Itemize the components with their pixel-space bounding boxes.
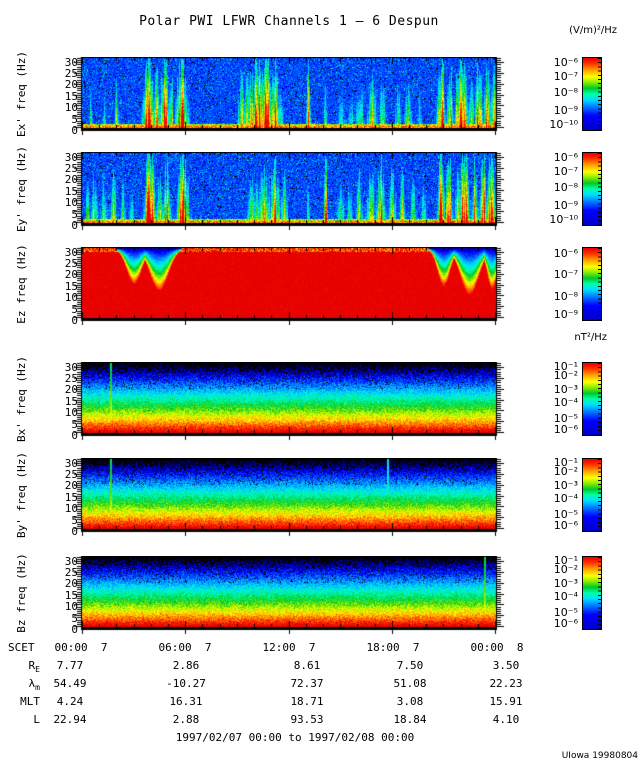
colorbar-label: 10⁻⁹ xyxy=(553,103,578,117)
colorbar-label: 10⁻² xyxy=(553,465,578,479)
colorbar-label: 10⁻¹⁰ xyxy=(549,117,578,131)
ephemeris-value: 8.61 xyxy=(293,659,321,672)
ephemeris-value: 7.50 xyxy=(396,659,424,672)
colorbar-label: 10⁻¹ xyxy=(553,554,578,568)
colorbar-label: 10⁻¹ xyxy=(553,360,578,374)
colorbar-label: 10⁻⁷ xyxy=(553,165,578,179)
scet-axis-label: SCET xyxy=(8,641,35,654)
ephemeris-value: 22.23 xyxy=(489,677,523,690)
ephemeris-row-label: λm xyxy=(28,677,40,693)
colorbar-label: 10⁻⁶ xyxy=(553,518,578,532)
spectrogram-canvas-bz xyxy=(71,556,507,636)
colorbar-ex xyxy=(582,57,602,131)
xaxis-tick-label: 12:00 7 xyxy=(262,641,316,654)
ephemeris-value: 3.50 xyxy=(492,659,520,672)
ephemeris-value: 72.37 xyxy=(290,677,324,690)
ephemeris-row-label-sub: m xyxy=(35,683,40,693)
colorbar-ez xyxy=(582,247,602,321)
spectrogram-canvas-by xyxy=(71,458,507,538)
colorbar-label: 10⁻⁶ xyxy=(553,246,578,260)
xaxis-tick-label: 00:00 7 xyxy=(54,641,108,654)
colorbar-label: 10⁻³ xyxy=(553,382,578,396)
colorbar-label: 10⁻⁹ xyxy=(553,307,578,321)
colorbar-label: 10⁻² xyxy=(553,563,578,577)
spectrogram-canvas-ey xyxy=(71,152,507,232)
colorbar-ticks xyxy=(598,363,601,435)
colorbar-label: 10⁻³ xyxy=(553,478,578,492)
colorbar-label: 10⁻⁶ xyxy=(553,56,578,70)
colorbar-label: 10⁻⁴ xyxy=(553,590,578,603)
xaxis-tick-label: 00:00 8 xyxy=(470,641,524,654)
colorbar-label: 10⁻⁶ xyxy=(553,616,578,630)
ephemeris-value: 93.53 xyxy=(290,713,324,726)
colorbar-ticks xyxy=(598,557,601,629)
ephemeris-value: 7.77 xyxy=(56,659,84,672)
colorbar-ticks xyxy=(598,459,601,531)
colorbar-label: 10⁻⁸ xyxy=(553,180,578,194)
ephemeris-value: -10.27 xyxy=(166,677,206,690)
colorbar-bz xyxy=(582,556,602,630)
ephemeris-value: 2.88 xyxy=(172,713,200,726)
xaxis-tick-label: 18:00 7 xyxy=(366,641,420,654)
colorbar-label: 10⁻¹⁰ xyxy=(549,212,578,226)
colorbar-label: 10⁻⁵ xyxy=(553,508,578,522)
ephemeris-row-label: RE xyxy=(28,659,40,675)
colorbar-label: 10⁻⁴ xyxy=(553,396,578,409)
colorbar-label: 10⁻⁶ xyxy=(553,151,578,165)
colorbar-label: 10⁻⁵ xyxy=(553,412,578,426)
colorbar-label: 10⁻⁷ xyxy=(553,70,578,84)
colorbar-label: 10⁻⁸ xyxy=(553,289,578,303)
colorbar-ticks xyxy=(598,58,601,130)
colorbar-label: 10⁻³ xyxy=(553,576,578,590)
ephemeris-value: 18.71 xyxy=(290,695,324,708)
colorbar-ticks xyxy=(598,153,601,225)
page-title: Polar PWI LFWR Channels 1 — 6 Despun xyxy=(139,14,439,29)
ephemeris-value: 15.91 xyxy=(489,695,523,708)
colorbar-by xyxy=(582,458,602,532)
xaxis-tick-label: 06:00 7 xyxy=(158,641,212,654)
time-range-label: 1997/02/07 00:00 to 1997/02/08 00:00 xyxy=(175,731,415,744)
ephemeris-value: 3.08 xyxy=(396,695,424,708)
colorbar-label: 10⁻² xyxy=(553,369,578,383)
ephemeris-row-label: MLT xyxy=(20,695,40,708)
colorbar-label: 10⁻⁴ xyxy=(553,492,578,505)
ephemeris-row-label: L xyxy=(33,713,40,726)
electric-units-label: (V/m)²/Hz xyxy=(569,25,617,36)
colorbar-label: 10⁻⁵ xyxy=(553,606,578,620)
ephemeris-row-label-sub: E xyxy=(35,665,40,675)
spectrogram-canvas-bx xyxy=(71,362,507,442)
colorbar-bx xyxy=(582,362,602,436)
ephemeris-value: 18.84 xyxy=(393,713,427,726)
ephemeris-value: 4.24 xyxy=(56,695,84,708)
ephemeris-value: 16.31 xyxy=(169,695,203,708)
magnetic-units-label: nT²/Hz xyxy=(574,332,607,343)
ephemeris-value: 4.10 xyxy=(492,713,520,726)
spectrogram-canvas-ex xyxy=(71,57,507,137)
ephemeris-value: 22.94 xyxy=(53,713,87,726)
colorbar-label: 10⁻⁷ xyxy=(553,267,578,281)
spectrogram-canvas-ez xyxy=(71,247,507,327)
ephemeris-value: 54.49 xyxy=(53,677,87,690)
colorbar-label: 10⁻⁹ xyxy=(553,198,578,212)
ephemeris-value: 2.86 xyxy=(172,659,200,672)
colorbar-label: 10⁻¹ xyxy=(553,456,578,470)
colorbar-label: 10⁻⁸ xyxy=(553,85,578,99)
colorbar-ticks xyxy=(598,248,601,320)
colorbar-ey xyxy=(582,152,602,226)
credit-label: UIowa 19980804 xyxy=(561,751,638,761)
colorbar-label: 10⁻⁶ xyxy=(553,422,578,436)
ephemeris-value: 51.08 xyxy=(393,677,427,690)
